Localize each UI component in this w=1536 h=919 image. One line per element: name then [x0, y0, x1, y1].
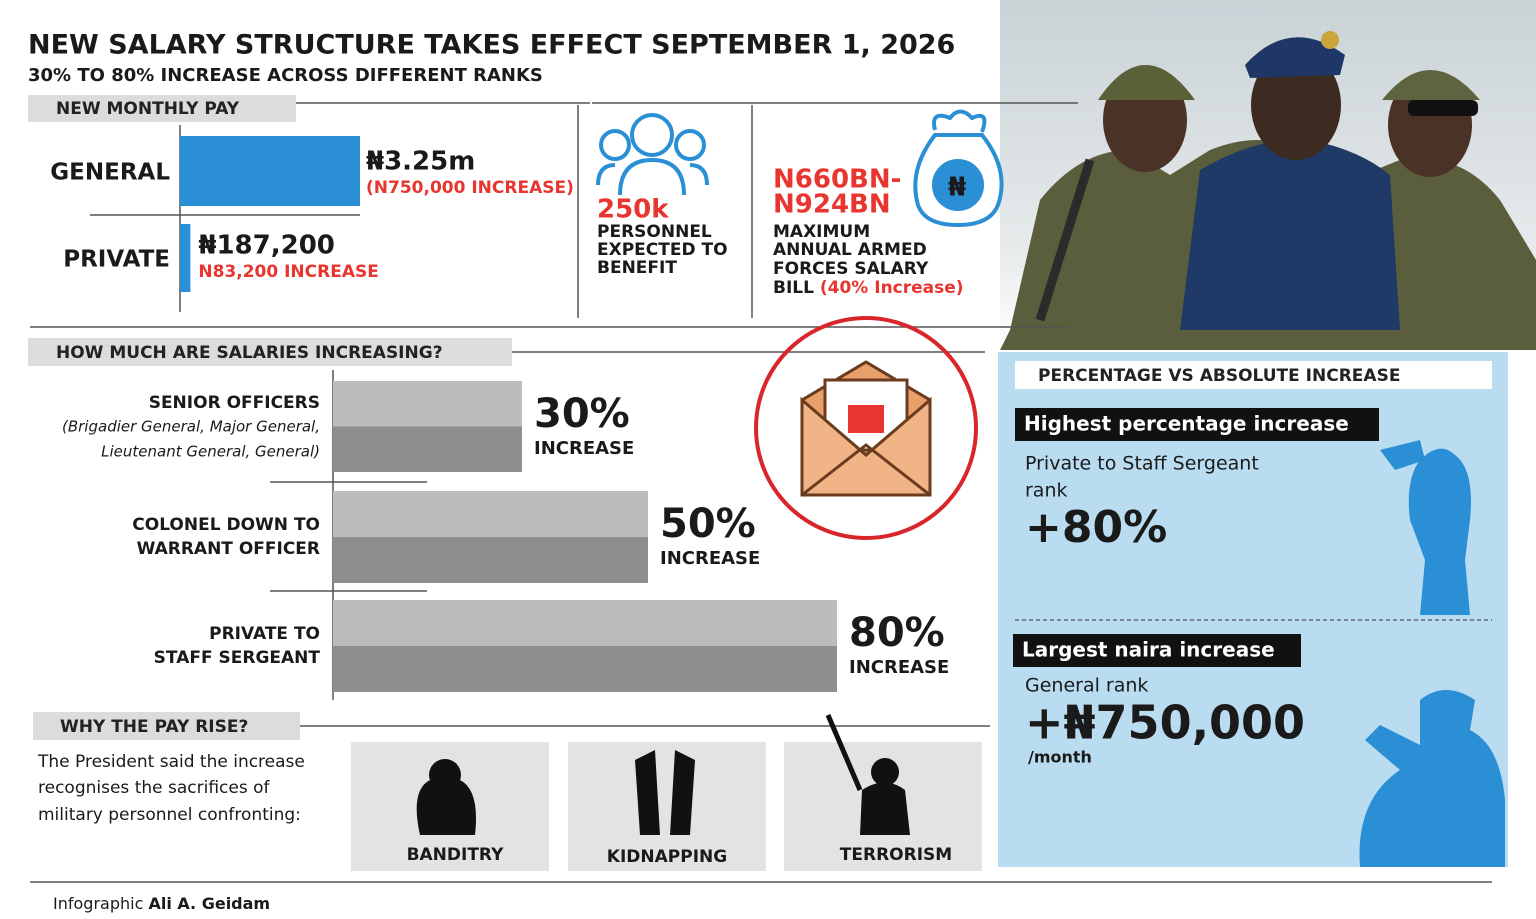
stat-note: (40% Increase) [820, 278, 964, 298]
label-box [1015, 408, 1379, 441]
stat-text: BENEFIT [597, 258, 677, 278]
credit: Infographic Ali A. Geidam [53, 894, 270, 913]
section-title: NEW MONTHLY PAY [56, 99, 240, 119]
panel-title-box [1015, 361, 1492, 389]
stat-text: EXPECTED TO [597, 240, 728, 260]
stat-text: MAXIMUM [773, 222, 870, 242]
why-text: recognises the sacrifices of [38, 778, 270, 798]
title: NEW SALARY STRUCTURE TAKES EFFECT SEPTEM… [28, 30, 955, 61]
bar-shade [333, 426, 522, 472]
envelope-icon [754, 316, 978, 540]
value-annotation: N83,200 INCREASE [198, 262, 378, 282]
threat-label: KIDNAPPING [607, 847, 727, 867]
stat-value: 250k [597, 195, 669, 225]
panel-title: PERCENTAGE VS ABSOLUTE INCREASE [1038, 366, 1400, 386]
people-icon [596, 113, 709, 196]
credit-prefix: Infographic [53, 894, 143, 913]
category-label: GENERAL [50, 160, 170, 186]
why-text: military personnel confronting: [38, 805, 301, 825]
category-note: Lieutenant General, General) [101, 443, 320, 461]
category-label: SENIOR OFFICERS [149, 393, 320, 413]
naira-icon: ₦ [948, 173, 966, 203]
panel-label: Highest percentage increase [1024, 412, 1349, 436]
panel-value: +₦750,000 [1025, 696, 1305, 750]
stat-text-line: BILL (40% Increase) [773, 278, 964, 298]
value-label: ₦187,200 [198, 231, 335, 261]
panel-text: Private to Staff Sergeant [1025, 453, 1259, 475]
label-box [1013, 634, 1301, 667]
section-title: WHY THE PAY RISE? [60, 717, 248, 737]
category-note: (Brigadier General, Major General, [62, 418, 320, 436]
stat-value: N660BN- [773, 165, 901, 195]
stat-text: BILL [773, 278, 814, 298]
subtitle: 30% TO 80% INCREASE ACROSS DIFFERENT RAN… [28, 65, 543, 86]
category-label: WARRANT OFFICER [137, 539, 320, 559]
stat-value: N924BN [773, 190, 891, 220]
bar-shade [333, 646, 837, 692]
panel-unit: /month [1028, 748, 1092, 767]
threat-label: TERRORISM [840, 845, 952, 865]
panel-text: rank [1025, 480, 1068, 502]
panel-value: +80% [1025, 502, 1167, 553]
bar [180, 224, 191, 292]
category-label: COLONEL DOWN TO [132, 515, 320, 535]
category-label: PRIVATE [63, 247, 170, 273]
section-label-box [33, 712, 300, 740]
section-label-box [28, 338, 512, 366]
saluting-silhouettes [1359, 440, 1505, 867]
stat-text: PERSONNEL [597, 222, 712, 242]
value-label: 30% [534, 391, 630, 437]
value-caption: INCREASE [534, 438, 634, 459]
bar-shade [333, 537, 648, 583]
threat-cards [351, 714, 982, 871]
category-label: PRIVATE TO [209, 624, 320, 644]
value-caption: INCREASE [849, 657, 949, 678]
panel-label: Largest naira increase [1022, 638, 1275, 662]
section-label-box [28, 95, 296, 122]
value-label: 50% [660, 501, 756, 547]
stat-text: ANNUAL ARMED [773, 240, 927, 260]
category-label: STAFF SERGEANT [154, 648, 321, 668]
why-text: The President said the increase [37, 752, 305, 772]
money-bag-icon [913, 109, 1004, 228]
section-title: HOW MUCH ARE SALARIES INCREASING? [56, 343, 443, 363]
value-annotation: (N750,000 INCREASE) [366, 178, 574, 198]
value-caption: INCREASE [660, 548, 760, 569]
bar [180, 136, 360, 206]
threat-label: BANDITRY [407, 845, 505, 865]
panel-text: General rank [1025, 675, 1148, 697]
stat-text: FORCES SALARY [773, 259, 929, 279]
value-label: 80% [849, 610, 945, 656]
soldiers-photo [1000, 0, 1536, 350]
credit-author: Ali A. Geidam [148, 894, 270, 913]
value-label: ₦3.25m [366, 147, 475, 177]
